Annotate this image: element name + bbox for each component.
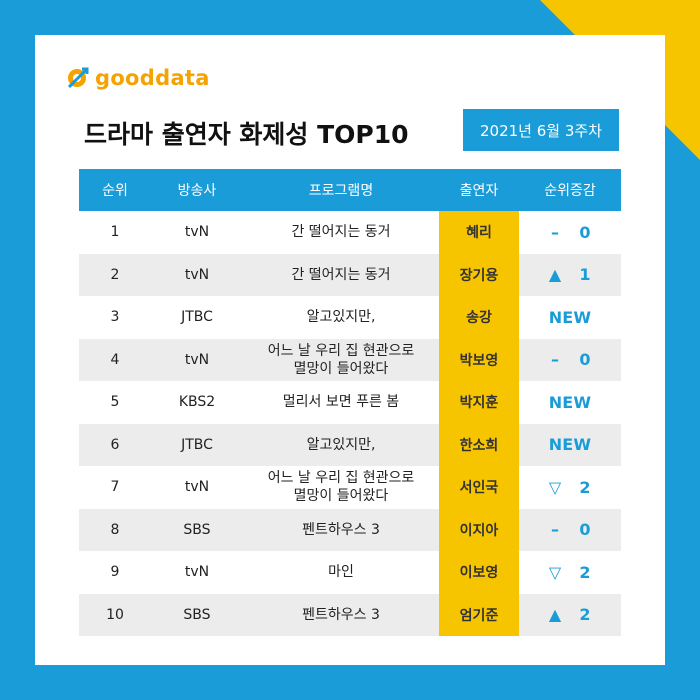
table-row: 10 SBS 펜트하우스 3 엄기준 ▲ 2 [79, 593, 621, 637]
program-cell: 마인 [328, 564, 354, 581]
table-row: 9 tvN 마인 이보영 ▽ 2 [79, 551, 621, 594]
table-row: 1 tvN 간 떨어지는 동거 혜리 –0 [79, 211, 621, 254]
program-cell: 알고있지만, [306, 436, 376, 453]
content-card: gooddata 드라마 출연자 화제성 TOP10 2021년 6월 3주차 … [35, 35, 665, 665]
broadcaster-cell: JTBC [181, 436, 213, 453]
table-row: 3 JTBC 알고있지만, 송강 NEW [79, 296, 621, 339]
change-symbol-icon: – [551, 222, 559, 242]
program-cell: 펜트하우스 3 [302, 521, 380, 538]
table-row: 6 JTBC 알고있지만, 한소희 NEW [79, 423, 621, 467]
program-cell: 멀리서 보면 푸른 봄 [282, 394, 400, 411]
change-cell: –0 [519, 509, 621, 552]
table-row: 5 KBS2 멀리서 보면 푸른 봄 박지훈 NEW [79, 381, 621, 424]
program-cell: 간 떨어지는 동거 [291, 224, 391, 241]
date-badge: 2021년 6월 3주차 [463, 109, 619, 151]
header-broadcaster: 방송사 [177, 183, 217, 199]
rank-cell: 9 [110, 564, 120, 581]
change-value: 0 [579, 520, 591, 540]
actor-cell: 한소희 [439, 423, 519, 466]
new-badge: NEW [548, 307, 592, 327]
program-cell: 어느 날 우리 집 현관으로 멸망이 들어왔다 [267, 470, 415, 505]
rank-cell: 8 [110, 521, 120, 538]
rank-cell: 10 [106, 606, 124, 623]
rank-cell: 7 [110, 479, 120, 496]
broadcaster-cell: SBS [183, 521, 211, 538]
rank-cell: 3 [110, 309, 120, 326]
broadcaster-cell: tvN [184, 479, 210, 496]
change-value: 2 [579, 605, 591, 625]
gooddata-logo: gooddata [65, 65, 210, 91]
new-badge: NEW [548, 435, 592, 455]
change-symbol-icon: – [551, 520, 559, 540]
new-badge: NEW [548, 392, 592, 412]
program-cell: 펜트하우스 3 [302, 606, 380, 623]
actor-cell: 혜리 [439, 211, 519, 254]
change-value: 1 [579, 265, 591, 285]
table-header: 순위 방송사 프로그램명 출연자 순위증감 [79, 169, 621, 211]
broadcaster-cell: tvN [184, 266, 210, 283]
program-cell: 알고있지만, [306, 309, 376, 326]
rank-cell: 4 [110, 351, 120, 368]
change-cell: –0 [519, 211, 621, 254]
change-symbol-icon: ▲ [548, 605, 562, 625]
actor-cell: 박보영 [439, 338, 519, 381]
page-title: 드라마 출연자 화제성 TOP10 [84, 120, 409, 149]
table-row: 4 tvN 어느 날 우리 집 현관으로 멸망이 들어왔다 박보영 –0 [79, 338, 621, 382]
change-cell: NEW [519, 296, 621, 339]
broadcaster-cell: tvN [184, 564, 210, 581]
table-body: 1 tvN 간 떨어지는 동거 혜리 –0 2 tvN 간 떨어지는 동거 장기용 ▲ 1 3 JTBC… [79, 211, 621, 636]
broadcaster-cell: SBS [183, 606, 211, 623]
change-symbol-icon: ▽ [548, 562, 562, 582]
change-symbol-icon: ▽ [548, 477, 562, 497]
actor-cell: 엄기준 [439, 593, 519, 636]
change-cell: ▽ 2 [519, 551, 621, 594]
logo-text: gooddata [95, 66, 210, 90]
change-value: 0 [579, 350, 591, 370]
change-cell: ▲ 2 [519, 594, 621, 637]
program-cell: 간 떨어지는 동거 [291, 266, 391, 283]
change-cell: NEW [519, 381, 621, 424]
actor-cell: 서인국 [439, 466, 519, 509]
rank-cell: 5 [110, 394, 120, 411]
change-value: 2 [579, 477, 591, 497]
header-rank: 순위 [102, 183, 128, 199]
rank-cell: 1 [110, 224, 120, 241]
gooddata-logo-icon [67, 67, 89, 89]
table-row: 8 SBS 펜트하우스 3 이지아 –0 [79, 508, 621, 552]
change-cell: ▲ 1 [519, 254, 621, 297]
change-cell: ▽ 2 [519, 466, 621, 509]
header-program: 프로그램명 [308, 183, 374, 199]
ranking-table: 순위 방송사 프로그램명 출연자 순위증감 1 tvN 간 떨어지는 동거 혜리 –0 2… [79, 169, 621, 636]
broadcaster-cell: tvN [184, 351, 210, 368]
rank-cell: 6 [110, 436, 120, 453]
broadcaster-cell: tvN [184, 224, 210, 241]
change-cell: NEW [519, 424, 621, 467]
actor-cell: 박지훈 [439, 381, 519, 424]
actor-cell: 이보영 [439, 551, 519, 594]
program-cell: 어느 날 우리 집 현관으로 멸망이 들어왔다 [267, 342, 415, 377]
actor-cell: 장기용 [439, 253, 519, 296]
change-value: 2 [579, 562, 591, 582]
table-row: 7 tvN 어느 날 우리 집 현관으로 멸망이 들어왔다 서인국 ▽ 2 [79, 466, 621, 509]
change-value: 0 [579, 222, 591, 242]
broadcaster-cell: KBS2 [178, 394, 216, 411]
actor-cell: 이지아 [439, 508, 519, 551]
broadcaster-cell: JTBC [181, 309, 213, 326]
change-symbol-icon: ▲ [548, 265, 562, 285]
actor-cell: 송강 [439, 296, 519, 339]
header-actor: 출연자 [459, 183, 499, 199]
header-change: 순위증감 [544, 183, 596, 199]
change-symbol-icon: – [551, 350, 559, 370]
rank-cell: 2 [110, 266, 120, 283]
change-cell: –0 [519, 339, 621, 382]
table-row: 2 tvN 간 떨어지는 동거 장기용 ▲ 1 [79, 253, 621, 297]
